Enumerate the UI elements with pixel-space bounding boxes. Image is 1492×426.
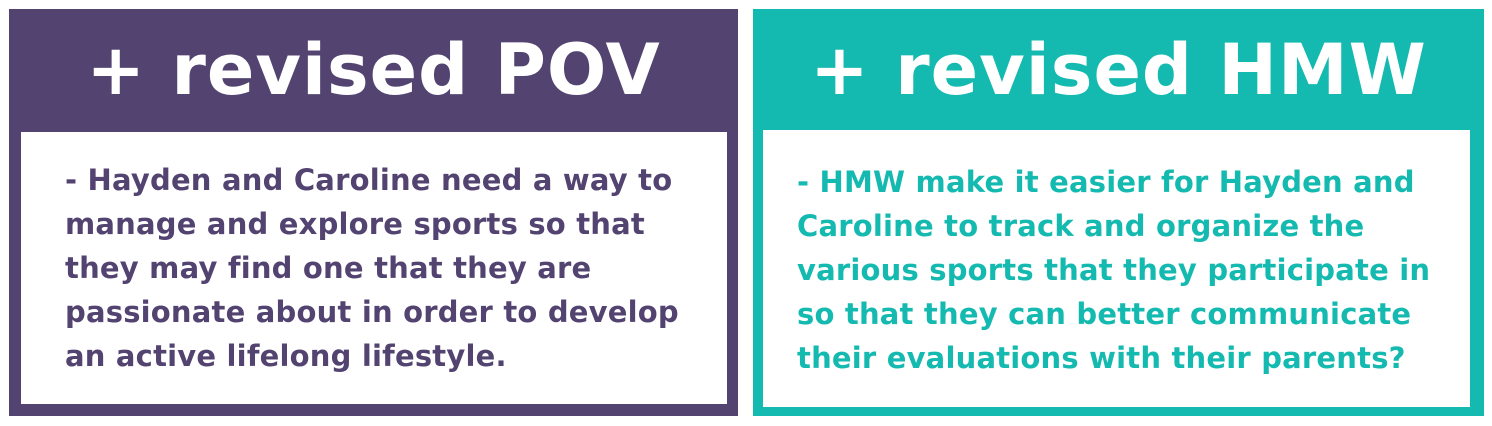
revised-pov-body: - Hayden and Caroline need a way to mana… bbox=[21, 132, 727, 404]
revised-hmw-statement: - HMW make it easier for Hayden and Caro… bbox=[797, 165, 1431, 375]
revised-pov-statement: - Hayden and Caroline need a way to mana… bbox=[65, 163, 679, 373]
revised-hmw-card: + revised HMW - HMW make it easier for H… bbox=[753, 9, 1484, 416]
revised-hmw-title: + revised HMW bbox=[810, 29, 1427, 111]
revised-hmw-body: - HMW make it easier for Hayden and Caro… bbox=[763, 130, 1470, 407]
revised-pov-card: + revised POV - Hayden and Caroline need… bbox=[9, 9, 738, 416]
revised-pov-title: + revised POV bbox=[86, 29, 661, 111]
